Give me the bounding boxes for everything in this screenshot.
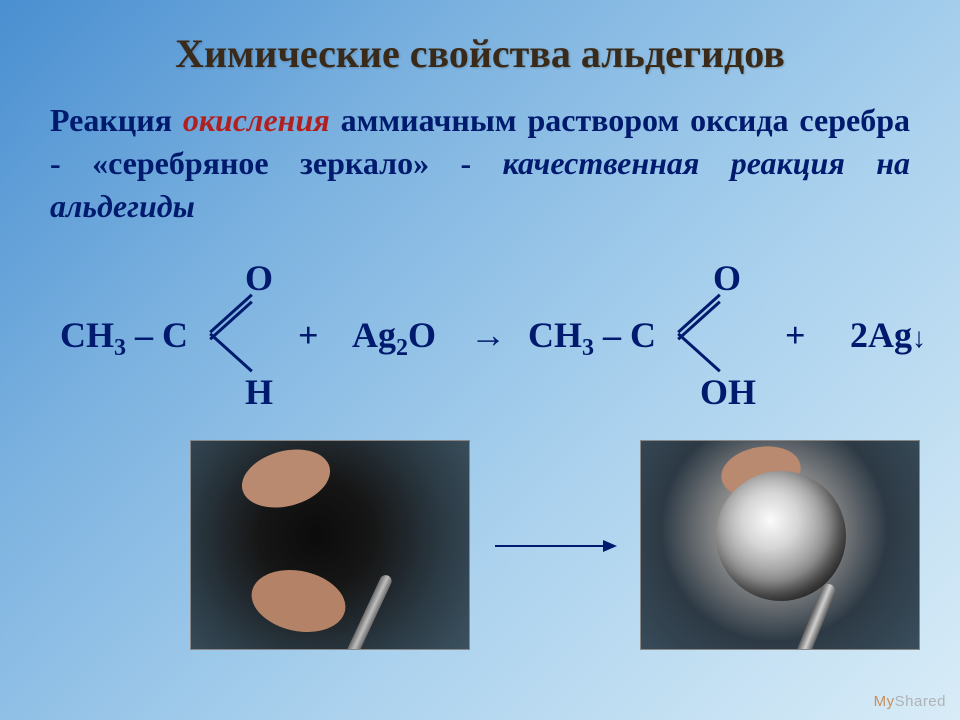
watermark-my: My [874, 693, 895, 710]
spoon-stem-icon [340, 573, 393, 650]
double-bond-2a [677, 293, 721, 333]
ag-text: Ag [352, 315, 396, 355]
photo-after [640, 440, 920, 650]
reaction-arrow: → [470, 314, 506, 356]
subtitle: Реакция окисления аммиачным раствором ок… [50, 99, 910, 229]
product-o: O [713, 257, 741, 299]
ag-o: O [408, 315, 436, 355]
ch3-sub: 3 [114, 335, 126, 361]
single-bond-1 [209, 332, 253, 372]
product-ag: 2Ag↓ [850, 314, 926, 356]
plus-2: + [785, 314, 806, 356]
precipitate-arrow: ↓ [912, 323, 926, 354]
reactant-o: O [245, 257, 273, 299]
double-bond-1b [209, 300, 253, 340]
photo-before [190, 440, 470, 650]
slide-title: Химические свойства альдегидов [50, 30, 910, 77]
hand-top-icon [235, 440, 336, 516]
watermark-shared: Shared [895, 693, 946, 710]
double-bond-1a [209, 293, 253, 333]
reactant-ch3: CH3 – C [60, 314, 188, 362]
c-dash: – C [126, 315, 188, 355]
reactant-h: H [245, 371, 273, 413]
product-oh: OH [700, 371, 756, 413]
photo-arrow [495, 545, 615, 547]
c-dash-r: – C [594, 315, 656, 355]
ch3-sub-r: 3 [582, 335, 594, 361]
subtitle-highlight: окисления [183, 102, 330, 138]
double-bond-2b [677, 300, 721, 340]
product-ch3: CH3 – C [528, 314, 656, 362]
hand-bottom-icon [246, 561, 351, 639]
mirror-spoon-bowl-icon [716, 471, 846, 601]
ag-sub: 2 [396, 335, 408, 361]
photo-after-bg [641, 441, 919, 649]
ag2o: Ag2O [352, 314, 436, 362]
ch3-text-r: CH [528, 315, 582, 355]
plus-1: + [298, 314, 319, 356]
watermark: MyShared [874, 693, 946, 710]
slide: Химические свойства альдегидов Реакция о… [0, 0, 960, 720]
single-bond-2 [677, 332, 721, 372]
photo-before-bg [191, 441, 469, 649]
subtitle-intro: Реакция [50, 102, 183, 138]
reaction-equation: CH3 – C O H + Ag2O → CH3 – C O OH + 2Ag↓ [50, 239, 910, 429]
two-ag-text: 2Ag [850, 315, 912, 355]
photo-row [50, 435, 910, 685]
ch3-text: CH [60, 315, 114, 355]
